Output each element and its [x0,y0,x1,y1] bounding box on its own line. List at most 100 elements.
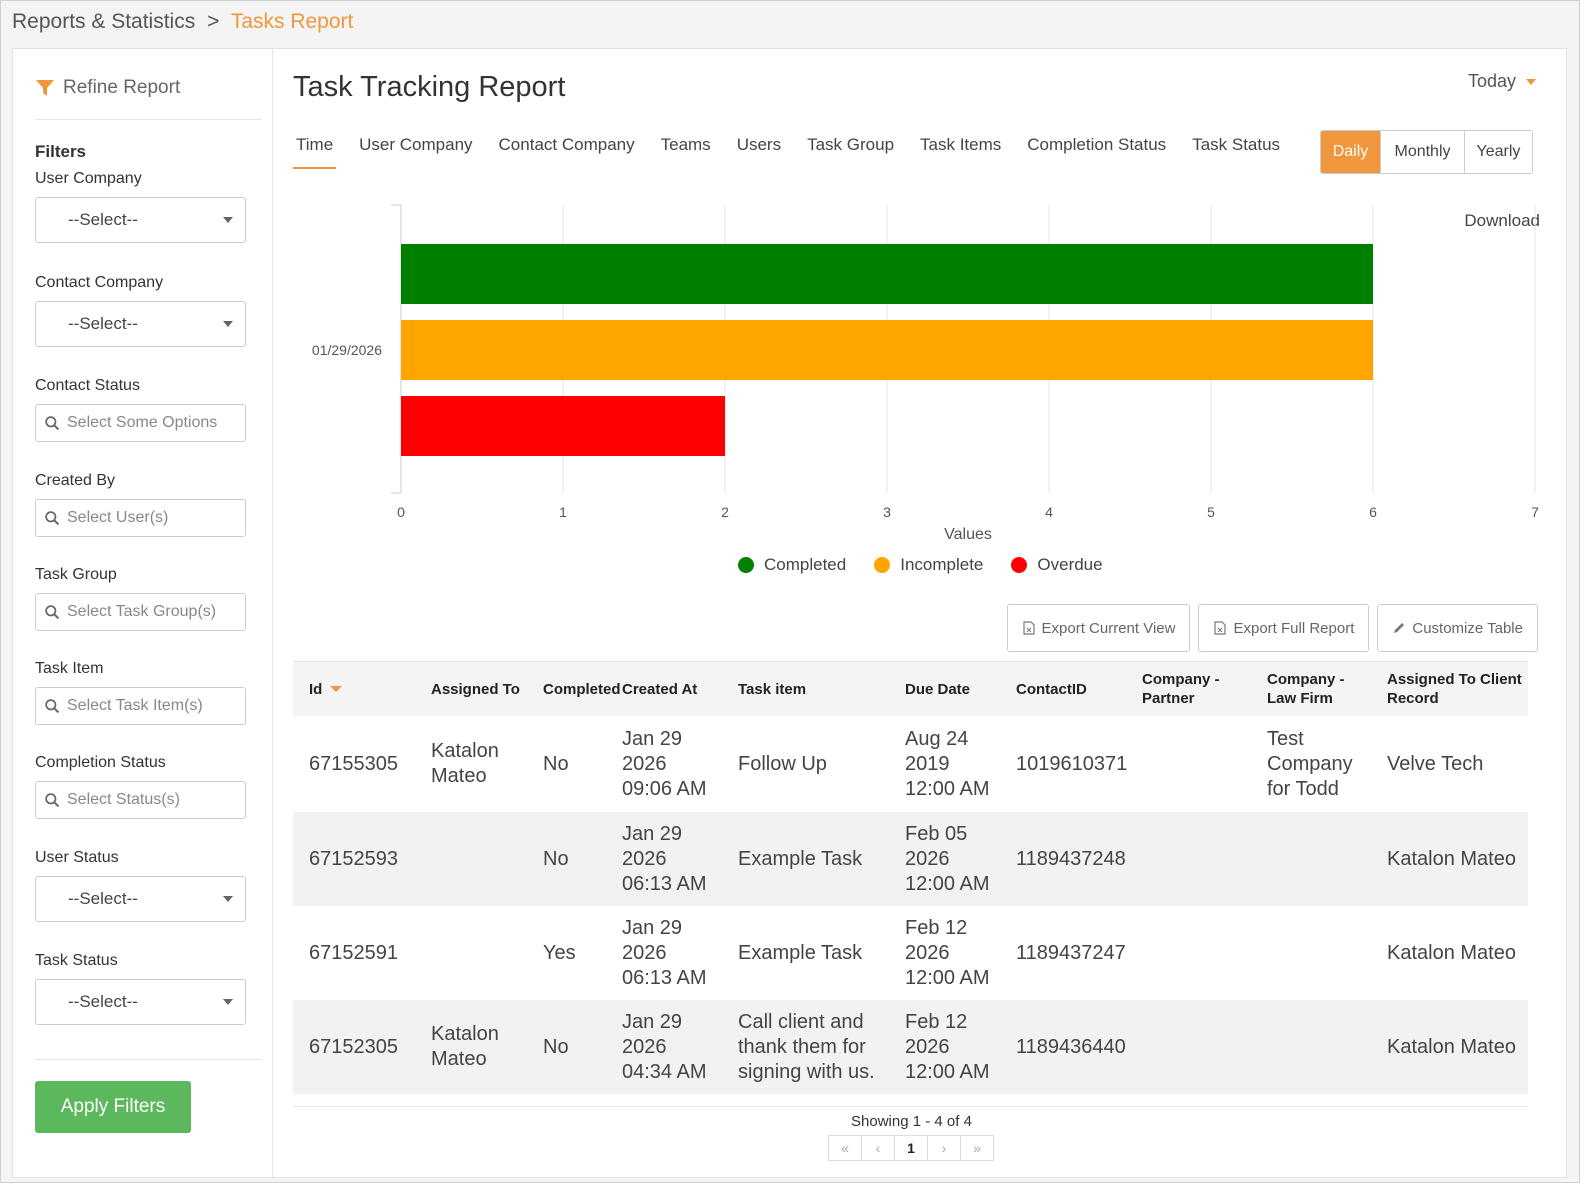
export-current-view-button[interactable]: Export Current View [1006,604,1191,652]
cell-task-item: Example Task [738,847,863,870]
filter-sidebar: Refine Report Filters User Company --Sel… [13,49,273,1177]
column-header-completed[interactable]: Completed [543,680,621,698]
column-header-due-date[interactable]: Due Date [905,680,971,698]
page-title: Task Tracking Report [293,71,566,103]
download-link[interactable]: Download [1464,211,1540,230]
created-by-input[interactable]: Select User(s) [35,499,246,537]
monthly-button[interactable]: Monthly [1380,131,1464,173]
daily-button[interactable]: Daily [1321,131,1380,173]
bar-completed [401,244,1373,304]
date-range-dropdown[interactable]: Today [1468,71,1536,92]
pagination: « ‹ 1 › » [828,1135,994,1161]
tab-teams[interactable]: Teams [660,135,711,154]
x-tick-label: 7 [1531,504,1539,520]
next-page-button[interactable]: › [927,1135,961,1161]
report-tabs: Time User Company Contact Company Teams … [293,135,1303,169]
cell-created-at: Jan 29 2026 06:13 AM [622,916,707,989]
filter-label-task-item: Task Item [35,660,104,677]
filter-label-contact-status: Contact Status [35,377,140,394]
legend-swatch-overdue [1011,557,1028,573]
yearly-button[interactable]: Yearly [1464,131,1532,173]
last-page-button[interactable]: » [960,1135,994,1161]
column-header-created-at[interactable]: Created At [622,680,698,698]
legend-item-overdue[interactable]: Overdue [1011,555,1103,575]
apply-filters-button[interactable]: Apply Filters [35,1081,191,1133]
legend-item-completed[interactable]: Completed [738,555,846,575]
search-icon [45,698,60,713]
tab-contact-company[interactable]: Contact Company [498,135,635,154]
first-page-button[interactable]: « [828,1135,862,1161]
customize-table-button[interactable]: Customize Table [1377,604,1538,652]
contact-status-input[interactable]: Select Some Options [35,404,246,442]
cell-company-partner [1126,812,1251,906]
x-tick-label: 6 [1369,504,1377,520]
task-group-placeholder: Select Task Group(s) [67,603,217,620]
bar-chart: 01/29/2026 0 1 2 3 4 5 6 7 Values [312,204,1539,543]
prev-page-button[interactable]: ‹ [861,1135,895,1161]
tab-completion-status[interactable]: Completion Status [1027,135,1167,154]
cell-task-item: Call client and thank them for signing w… [738,1010,875,1083]
task-status-value: --Select-- [68,992,138,1011]
cell-assigned-to: Katalon Mateo [431,740,499,787]
column-header-assigned-to[interactable]: Assigned To [431,680,520,698]
cell-task-item: Example Task [738,941,863,964]
breadcrumb: Reports & Statistics > Tasks Report [12,10,353,34]
search-icon [45,604,60,619]
task-status-select[interactable]: --Select-- [35,979,246,1025]
task-group-input[interactable]: Select Task Group(s) [35,593,246,631]
breadcrumb-parent[interactable]: Reports & Statistics [12,10,196,33]
tab-task-group[interactable]: Task Group [807,135,895,154]
showing-count: Showing 1 - 4 of 4 [851,1113,972,1130]
legend-label-incomplete: Incomplete [900,555,984,574]
task-item-input[interactable]: Select Task Item(s) [35,687,246,725]
tab-task-items[interactable]: Task Items [920,135,1002,154]
cell-company-law-firm: Test Company for Todd [1267,727,1353,800]
cell-contact-id: 1189437247 [1016,941,1126,964]
task-item-placeholder: Select Task Item(s) [67,697,203,714]
divider [35,119,262,120]
pencil-icon [1394,623,1405,633]
tab-user-company[interactable]: User Company [359,135,473,154]
cell-company-partner [1126,1000,1251,1094]
table-row[interactable]: 67155305 Katalon Mateo No Jan 29 2026 09… [293,716,1528,812]
export-full-report-button[interactable]: Export Full Report [1198,604,1370,652]
x-axis-label: Values [944,526,992,543]
column-header-contact-id[interactable]: ContactID [1016,680,1087,698]
column-header-task-item[interactable]: Task item [738,680,807,698]
completion-status-input[interactable]: Select Status(s) [35,781,246,819]
table-row[interactable]: 67152593 No Jan 29 2026 06:13 AM Example… [293,812,1528,906]
cell-due-date: Feb 05 2026 12:00 AM [905,822,990,895]
period-toggle: Daily Monthly Yearly [1320,130,1533,174]
export-full-report-label: Export Full Report [1233,619,1355,637]
column-header-company-law-firm[interactable]: Company - Law Firm [1267,671,1345,707]
column-header-company-partner[interactable]: Company - Partner [1142,671,1220,707]
table-row[interactable]: 67152591 Yes Jan 29 2026 06:13 AM Exampl… [293,906,1528,1000]
column-header-id-label: Id [309,680,323,698]
x-tick-label: 3 [883,504,891,520]
cell-contact-id: 1189436440 [1016,1035,1126,1058]
column-header-id[interactable]: Id [293,662,415,716]
column-header-client-record[interactable]: Assigned To Client Record [1387,671,1522,707]
y-tick-label: 01/29/2026 [312,342,382,358]
sort-desc-icon [330,686,343,692]
contact-company-value: --Select-- [68,314,138,333]
refine-report-label: Refine Report [63,77,181,98]
page-1-button[interactable]: 1 [894,1135,928,1161]
refine-report-header[interactable]: Refine Report [35,77,180,99]
divider [35,1059,262,1060]
tab-time[interactable]: Time [293,135,337,169]
table-row[interactable]: 67152305 Katalon Mateo No Jan 29 2026 04… [293,1000,1528,1094]
filter-label-user-company: User Company [35,170,142,187]
cell-id: 67155305 [309,752,398,775]
legend-item-incomplete[interactable]: Incomplete [874,555,983,575]
contact-company-select[interactable]: --Select-- [35,301,246,347]
cell-task-item: Follow Up [738,752,827,775]
report-card: Refine Report Filters User Company --Sel… [12,48,1567,1178]
customize-table-label: Customize Table [1412,619,1523,637]
x-tick-label: 2 [721,504,729,520]
user-company-select[interactable]: --Select-- [35,197,246,243]
tab-task-status[interactable]: Task Status [1192,135,1281,154]
tab-users[interactable]: Users [736,135,782,154]
user-status-select[interactable]: --Select-- [35,876,246,922]
chart-legend: Completed Incomplete Overdue [738,555,1103,575]
